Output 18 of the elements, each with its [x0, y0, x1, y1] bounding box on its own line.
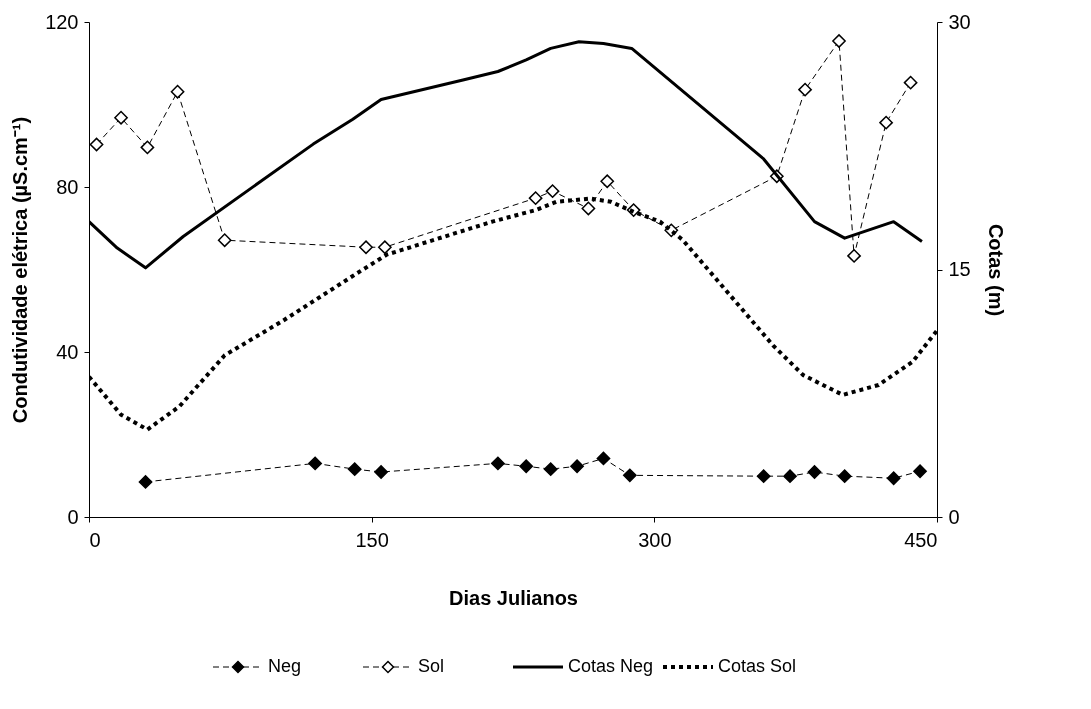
y-tick-label: 120: [45, 10, 79, 33]
x-tick-label: 150: [355, 528, 389, 551]
y-tick-label: 0: [67, 505, 79, 528]
y-tick-label: 80: [56, 175, 79, 198]
legend-label: Cotas Sol: [718, 656, 797, 676]
y-tick-label: 40: [56, 340, 79, 363]
x-tick-label: 450: [904, 528, 938, 551]
legend-label: Neg: [268, 656, 302, 676]
y2-tick-label: 30: [948, 10, 971, 33]
y2-axis-title: Cotas (m): [984, 223, 1007, 317]
y2-tick-label: 15: [948, 258, 971, 280]
x-axis-title: Dias Julianos: [449, 586, 578, 609]
x-tick-label: 300: [638, 528, 672, 551]
x-tick-label: 0: [89, 528, 101, 551]
y-axis-title: Condutividade elétrica (µS.cm⁻¹): [9, 116, 32, 424]
legend-label: Cotas Neg: [568, 656, 654, 676]
y2-tick-label: 0: [948, 505, 960, 528]
legend-label: Sol: [418, 656, 445, 676]
